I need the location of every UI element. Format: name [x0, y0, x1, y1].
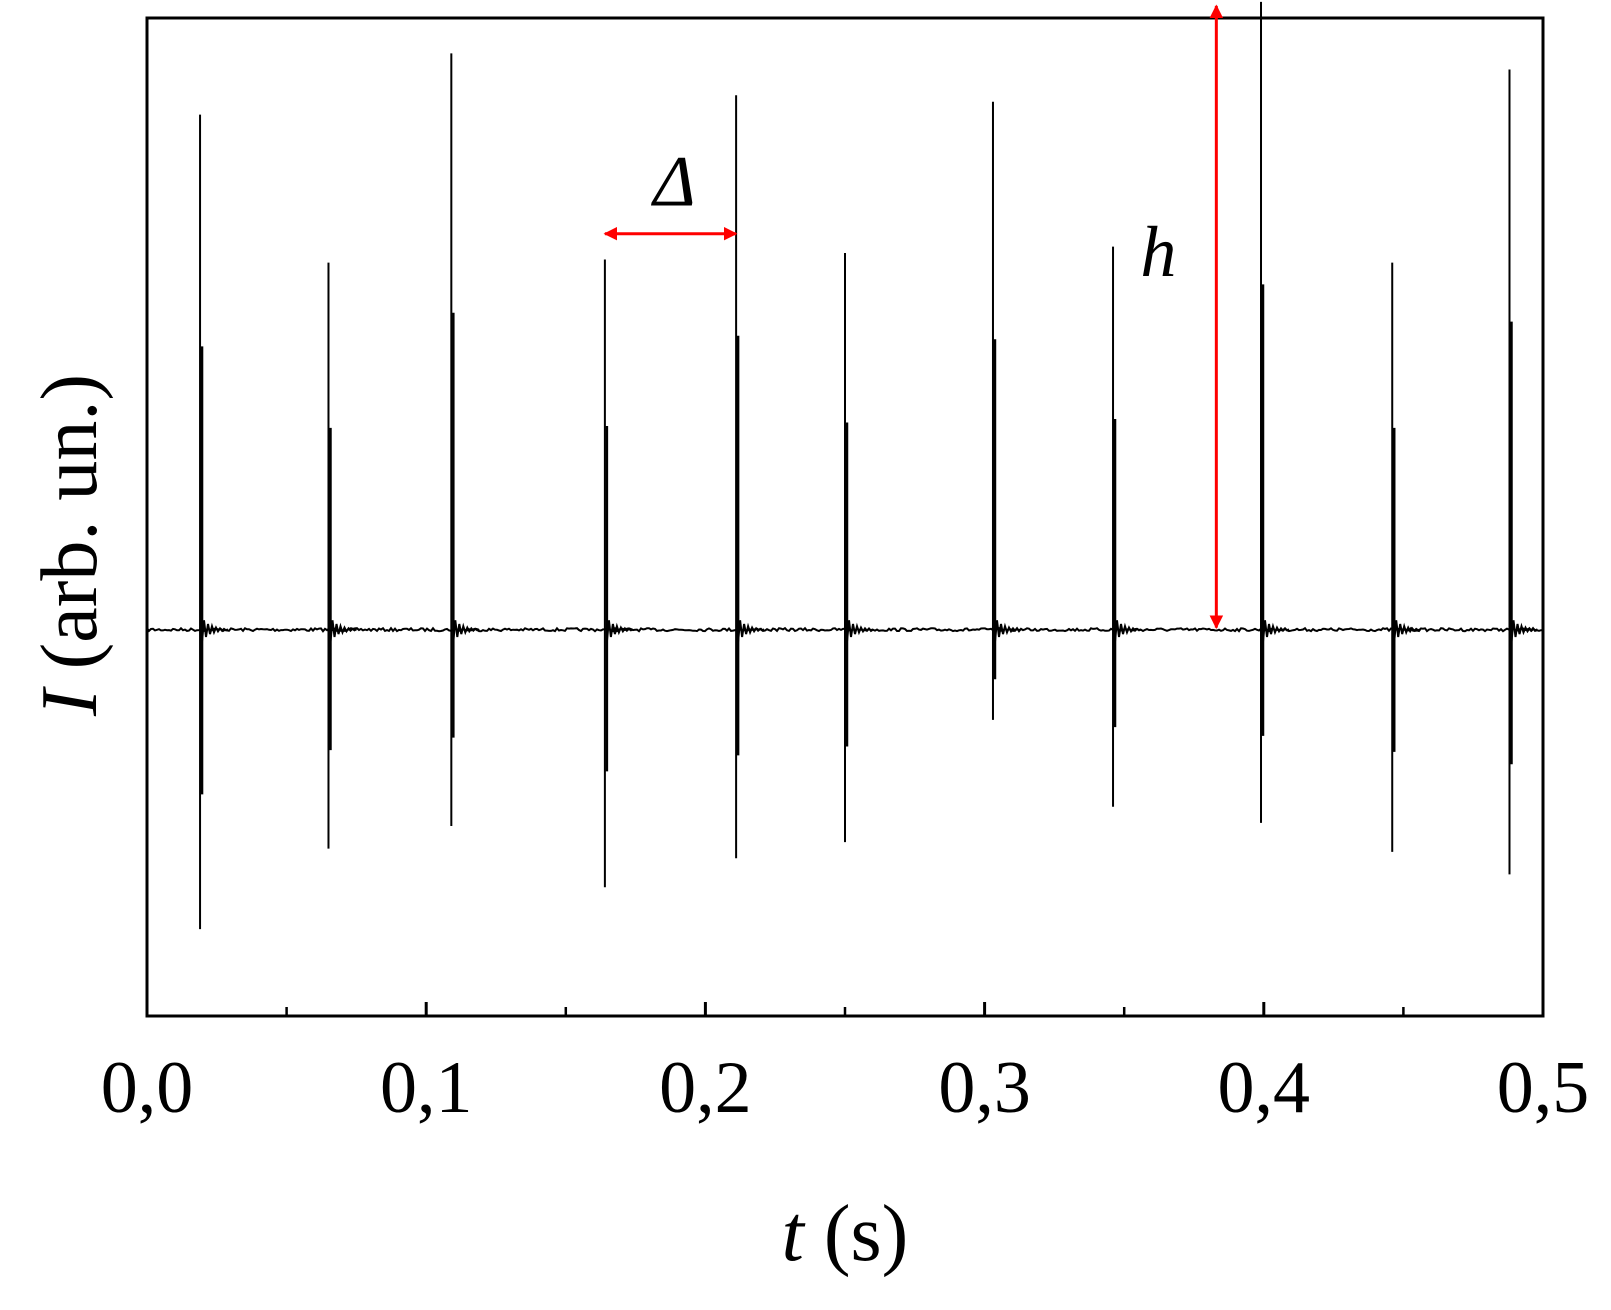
spike-ringing-9 [1262, 620, 1290, 642]
spike-ringing-5 [737, 620, 765, 642]
spike-ringing-11 [1510, 620, 1538, 642]
x-axis-title: t (s) [782, 1190, 909, 1278]
spike-ringing-4 [605, 620, 634, 642]
spike-ringing-7 [994, 620, 1022, 642]
annotations: Δh [603, 4, 1224, 630]
x-axis: 0,0 0,1 0,2 0,3 0,4 0,5 [101, 1002, 1590, 1129]
spike-ringing-3 [452, 620, 480, 642]
delta-label: Δ [650, 142, 695, 222]
x-axis-variable: t [782, 1190, 806, 1278]
spike-ringing-6 [846, 620, 874, 642]
x-tick-label-1: 0,1 [380, 1047, 473, 1129]
spike-ringing-8 [1114, 620, 1142, 642]
spike-ringing-2 [329, 620, 357, 642]
y-axis-unit: (arb. un.) [26, 374, 114, 689]
x-tick-label-3: 0,3 [938, 1047, 1031, 1129]
x-tick-label-4: 0,4 [1218, 1047, 1311, 1129]
y-axis-title: I (arb. un.) [26, 374, 114, 717]
x-tick-label-2: 0,2 [659, 1047, 752, 1129]
y-axis-variable: I [26, 686, 114, 717]
h-label: h [1140, 212, 1176, 292]
plot-area [146, 1, 1543, 930]
spike-ringing-10 [1393, 620, 1421, 642]
x-tick-label-0: 0,0 [101, 1047, 194, 1129]
x-tick-label-5: 0,5 [1497, 1047, 1590, 1129]
spike-ringing-1 [201, 620, 229, 642]
x-axis-unit: (s) [804, 1190, 908, 1278]
